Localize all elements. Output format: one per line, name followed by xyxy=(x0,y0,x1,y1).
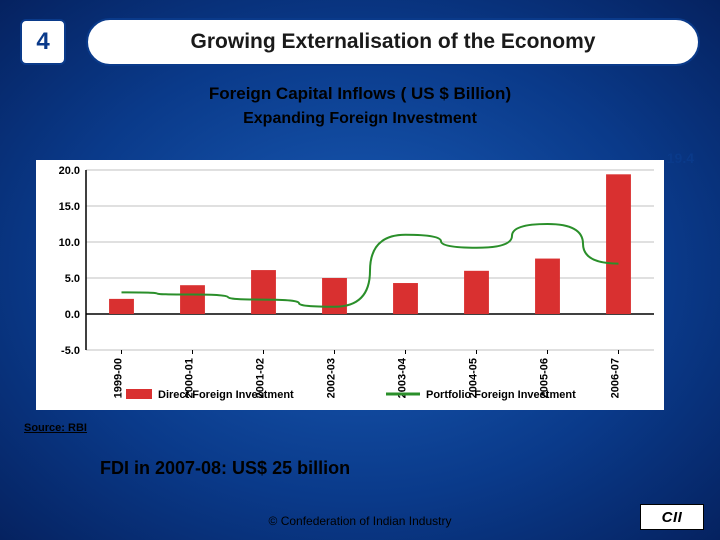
svg-text:10.0: 10.0 xyxy=(59,237,80,249)
chart-svg: -5.00.05.010.015.020.01999-002000-012001… xyxy=(36,160,664,410)
annotated-value: 19.4 xyxy=(667,150,694,166)
svg-text:2002-03: 2002-03 xyxy=(326,358,338,398)
svg-text:Portfolio Foreign Investment: Portfolio Foreign Investment xyxy=(426,389,576,401)
chart-title: Foreign Capital Inflows ( US $ Billion) xyxy=(0,84,720,104)
svg-text:2003-04: 2003-04 xyxy=(397,357,409,398)
footer-copyright: © Confederation of Indian Industry xyxy=(0,514,720,528)
page-title: Growing Externalisation of the Economy xyxy=(86,18,700,66)
svg-text:5.0: 5.0 xyxy=(65,273,80,285)
svg-text:Direct Foreign Investment: Direct Foreign Investment xyxy=(158,389,294,401)
svg-text:-5.0: -5.0 xyxy=(61,345,80,357)
fdi-note: FDI in 2007-08: US$ 25 billion xyxy=(100,458,350,479)
svg-text:1999-00: 1999-00 xyxy=(113,358,125,398)
source-label: Source: RBI xyxy=(24,422,87,434)
cii-logo: CII xyxy=(640,504,704,530)
slide-number: 4 xyxy=(20,19,66,65)
svg-text:15.0: 15.0 xyxy=(59,201,80,213)
svg-text:2006-07: 2006-07 xyxy=(610,358,622,398)
chart-subtitle: Expanding Foreign Investment xyxy=(0,110,720,128)
svg-text:0.0: 0.0 xyxy=(65,309,80,321)
svg-text:20.0: 20.0 xyxy=(59,165,80,177)
chart-container: -5.00.05.010.015.020.01999-002000-012001… xyxy=(36,160,664,410)
